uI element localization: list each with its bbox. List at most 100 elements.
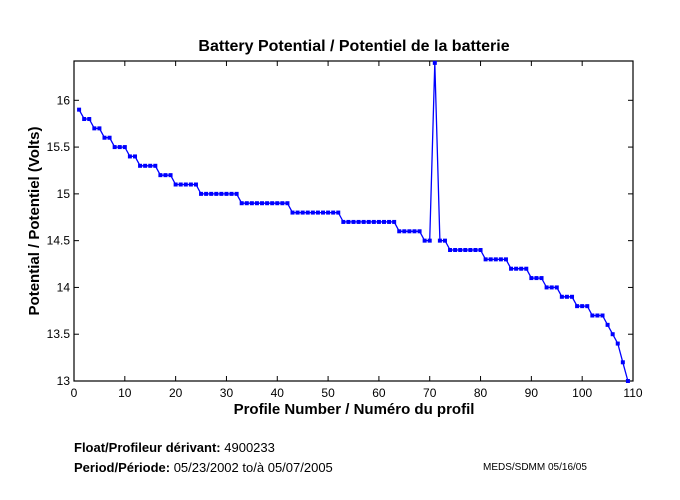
data-point xyxy=(265,201,270,206)
data-point xyxy=(260,201,265,206)
data-point xyxy=(178,182,183,187)
period-info: Period/Période: 05/23/2002 to/à 05/07/20… xyxy=(74,460,333,475)
data-point xyxy=(620,360,625,365)
y-tick-label: 15 xyxy=(57,187,71,201)
data-point xyxy=(305,210,310,215)
data-point xyxy=(478,248,483,253)
data-point xyxy=(132,154,137,159)
data-point xyxy=(468,248,473,253)
data-point xyxy=(529,276,534,281)
data-point xyxy=(600,313,605,318)
x-tick-label: 0 xyxy=(71,386,78,400)
data-point xyxy=(605,322,610,327)
data-point xyxy=(402,229,407,234)
plot-frame xyxy=(73,60,634,382)
credit-stamp: MEDS/SDMM 05/16/05 xyxy=(483,462,587,473)
chart-title: Battery Potential / Potentiel de la batt… xyxy=(198,38,509,55)
data-point xyxy=(341,219,346,224)
data-point xyxy=(315,210,320,215)
data-point xyxy=(102,135,107,140)
x-tick-label: 10 xyxy=(118,386,132,400)
data-point xyxy=(549,285,554,290)
data-point xyxy=(224,191,229,196)
x-tick-label: 90 xyxy=(525,386,539,400)
data-point xyxy=(498,257,503,262)
data-point xyxy=(270,201,275,206)
period-end: 05/07/2005 xyxy=(267,460,333,475)
x-tick-label: 40 xyxy=(271,386,285,400)
data-point xyxy=(336,210,341,215)
data-point xyxy=(412,229,417,234)
data-point xyxy=(488,257,493,262)
data-point xyxy=(554,285,559,290)
data-point xyxy=(82,117,87,122)
float-info: Float/Profileur dérivant: 4900233 xyxy=(74,440,275,455)
data-point xyxy=(321,210,326,215)
data-point xyxy=(148,163,153,168)
data-point xyxy=(153,163,158,168)
data-point xyxy=(625,379,630,383)
data-point xyxy=(503,257,508,262)
data-point xyxy=(407,229,412,234)
y-axis: 13 13.5 14 14.5 15 15.5 16 xyxy=(47,93,633,388)
data-point xyxy=(458,248,463,253)
x-tick-label: 110 xyxy=(623,386,642,400)
y-tick-label: 13 xyxy=(57,374,71,388)
data-point xyxy=(570,294,575,299)
data-point xyxy=(509,266,514,271)
period-label: Period/Période: xyxy=(74,460,171,475)
data-point xyxy=(97,126,102,131)
data-point xyxy=(417,229,422,234)
period-start: 05/23/2002 xyxy=(173,460,239,475)
data-point xyxy=(112,145,117,150)
data-point xyxy=(117,145,122,150)
y-tick-label: 16 xyxy=(57,93,71,107)
data-point xyxy=(463,248,468,253)
float-id: 4900233 xyxy=(224,440,275,455)
y-tick-label: 14 xyxy=(57,280,71,294)
y-axis-label: Potential / Potentiel (Volts) xyxy=(26,127,43,316)
data-point xyxy=(376,219,381,224)
data-point xyxy=(254,201,259,206)
data-point xyxy=(493,257,498,262)
data-point xyxy=(300,210,305,215)
x-tick-label: 50 xyxy=(321,386,335,400)
data-point xyxy=(219,191,224,196)
data-point xyxy=(239,201,244,206)
float-label: Float/Profileur dérivant: xyxy=(74,440,221,455)
data-point xyxy=(229,191,234,196)
x-tick-label: 70 xyxy=(423,386,437,400)
data-point xyxy=(371,219,376,224)
data-point xyxy=(173,182,178,187)
data-point xyxy=(143,163,148,168)
data-point xyxy=(590,313,595,318)
data-point xyxy=(534,276,539,281)
data-point xyxy=(183,182,188,187)
data-point xyxy=(193,182,198,187)
data-point xyxy=(442,238,447,243)
data-point xyxy=(290,210,295,215)
battery-potential-chart: Battery Potential / Potentiel de la batt… xyxy=(26,38,643,418)
data-point xyxy=(310,210,315,215)
x-tick-label: 80 xyxy=(474,386,488,400)
data-point xyxy=(234,191,239,196)
x-tick-label: 100 xyxy=(572,386,592,400)
data-point xyxy=(392,219,397,224)
y-tick-label: 13.5 xyxy=(47,327,71,341)
data-point xyxy=(610,332,615,337)
data-point xyxy=(387,219,392,224)
data-point xyxy=(163,173,168,178)
data-point xyxy=(244,201,249,206)
x-tick-label: 60 xyxy=(372,386,386,400)
y-tick-label: 15.5 xyxy=(47,140,71,154)
data-point xyxy=(595,313,600,318)
data-point xyxy=(87,117,92,122)
data-point xyxy=(361,219,366,224)
plot-area xyxy=(73,60,634,382)
data-point xyxy=(453,248,458,253)
data-point xyxy=(275,201,280,206)
data-point xyxy=(585,304,590,309)
data-point xyxy=(280,201,285,206)
data-point xyxy=(483,257,488,262)
data-point xyxy=(107,135,112,140)
